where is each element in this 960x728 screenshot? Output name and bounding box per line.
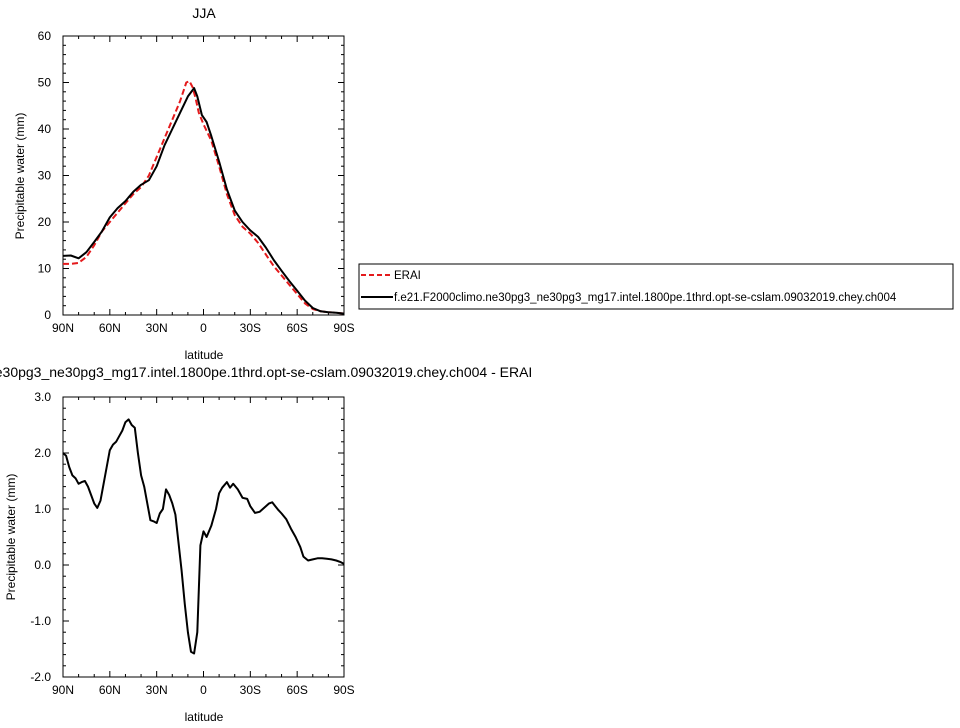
bottom-x-tick-label: 90S — [333, 683, 354, 697]
top-series-line-1 — [62, 87, 345, 315]
top-y-tick-label: 30 — [38, 169, 52, 183]
top-x-tick-label: 60S — [286, 321, 307, 335]
top-y-tick-label: 10 — [38, 262, 52, 276]
top-x-tick-label: 30S — [240, 321, 261, 335]
bottom-x-tick-label: 30N — [146, 683, 168, 697]
top-x-tick-label: 0 — [200, 321, 207, 335]
legend: ERAI f.e21.F2000climo.ne30pg3_ne30pg3_mg… — [358, 263, 954, 310]
top-y-tick-label: 20 — [38, 215, 52, 229]
bottom-y-tick-label: 1.0 — [34, 502, 51, 516]
bottom-x-tick-label: 90N — [52, 683, 74, 697]
top-y-tick-label: 40 — [38, 122, 52, 136]
bottom-y-tick-label: 2.0 — [34, 446, 51, 460]
bottom-x-axis-title: latitude — [185, 710, 224, 724]
top-x-tick-label: 60N — [99, 321, 121, 335]
top-axes-ticks: 90N 60N 30N 0 30S 60S 90S 0 10 20 30 40 50 60 — [38, 29, 355, 335]
top-x-tick-label: 30N — [146, 321, 168, 335]
bottom-panel: f.e21.F2000climo.ne30pg3_ne30pg3_mg17.in… — [0, 364, 532, 724]
top-x-axis-title: latitude — [185, 348, 224, 362]
bottom-series-group — [62, 418, 345, 655]
top-series-group — [62, 80, 345, 315]
bottom-x-tick-label: 60S — [286, 683, 307, 697]
top-y-axis-title: Precipitable water (mm) — [13, 113, 27, 240]
top-panel: JJA Precipitable water (mm) latitude 90N… — [13, 5, 355, 362]
top-x-tick-label: 90S — [333, 321, 354, 335]
bottom-y-tick-label: -1.0 — [30, 614, 51, 628]
top-x-tick-label: 90N — [52, 321, 74, 335]
bottom-x-tick-label: 30S — [240, 683, 261, 697]
bottom-x-tick-label: 60N — [99, 683, 121, 697]
legend-box — [358, 263, 954, 310]
bottom-series-line-0 — [62, 418, 345, 655]
bottom-y-tick-label: 0.0 — [34, 558, 51, 572]
legend-label-erai: ERAI — [394, 270, 421, 282]
bottom-panel-title: f.e21.F2000climo.ne30pg3_ne30pg3_mg17.in… — [0, 364, 532, 380]
top-panel-title: JJA — [192, 5, 216, 21]
top-y-tick-label: 60 — [38, 29, 52, 43]
top-y-tick-label: 50 — [38, 76, 52, 90]
bottom-y-axis-title: Precipitable water (mm) — [4, 474, 18, 601]
top-series-line-0 — [63, 80, 345, 315]
bottom-axes-ticks: 90N 60N 30N 0 30S 60S 90S -2.0 -1.0 0.0 1.0 2.0 3.0 — [30, 390, 354, 697]
bottom-y-tick-label: 3.0 — [34, 390, 51, 404]
bottom-y-tick-label: -2.0 — [30, 670, 51, 684]
top-plot-frame — [62, 35, 345, 316]
bottom-x-tick-label: 0 — [200, 683, 207, 697]
top-y-tick-label: 0 — [44, 308, 51, 322]
bottom-plot-frame — [62, 396, 345, 678]
legend-label-model: f.e21.F2000climo.ne30pg3_ne30pg3_mg17.in… — [394, 292, 897, 304]
